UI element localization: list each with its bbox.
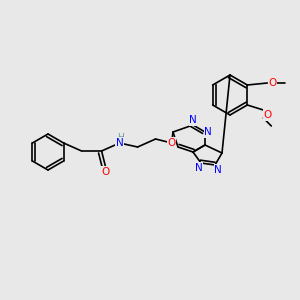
Text: H: H (117, 134, 124, 142)
Text: N: N (116, 138, 124, 148)
Text: O: O (167, 138, 176, 148)
Text: O: O (263, 110, 272, 120)
Text: O: O (268, 78, 276, 88)
Text: N: N (214, 165, 222, 175)
Text: O: O (101, 167, 110, 177)
Text: N: N (195, 163, 203, 173)
Text: N: N (204, 127, 212, 137)
Text: N: N (189, 115, 197, 125)
